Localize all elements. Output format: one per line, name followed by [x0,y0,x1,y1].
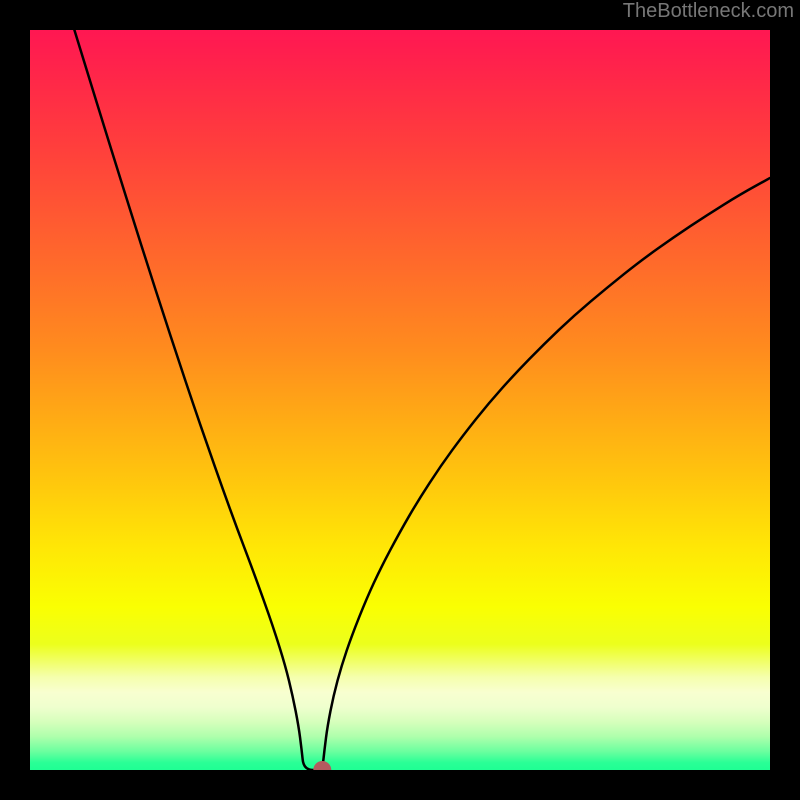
bottleneck-marker [313,761,331,770]
watermark-text: TheBottleneck.com [617,0,800,23]
curve-layer [30,30,770,770]
bottleneck-curve [74,30,770,770]
plot-area [30,30,770,770]
chart-frame: TheBottleneck.com [0,0,800,800]
